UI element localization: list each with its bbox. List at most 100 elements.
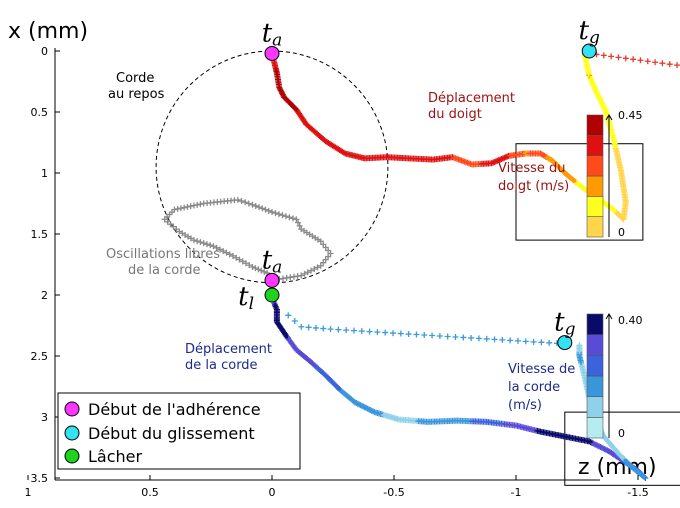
oscillation-mark-15-5 [226, 251, 233, 258]
event-ta-finger-marker [264, 45, 280, 61]
oscillation-mark-10-7 [177, 205, 184, 212]
event-ta-finger-label: ta [262, 18, 283, 50]
y-axis-title: x (mm) [8, 19, 88, 44]
event-tg-string-marker [557, 335, 573, 351]
finger-release-mark-0-3 [608, 53, 615, 60]
oscillation-mark-16-3 [239, 258, 246, 265]
string-release-mark-0-3 [538, 339, 545, 346]
series-free-oscillations [161, 196, 334, 284]
oscillation-mark-6-0 [293, 216, 300, 223]
series-finger-release [586, 50, 680, 69]
string-release-mark-1-4 [491, 336, 498, 343]
oscillation-mark-15-3 [220, 248, 227, 255]
string-release-mark-4-3 [382, 329, 389, 336]
oscillation-mark-2-3 [325, 253, 332, 260]
string-release-mark-2-4 [452, 333, 459, 340]
string-release-mark-2-3 [460, 334, 467, 341]
string-colorbar-title-line3: (m/s) [508, 398, 542, 413]
string-colorbar-swatch-3 [586, 355, 604, 377]
string-release-mark-7-0 [298, 323, 305, 330]
finger-colorbar-min: 0 [618, 226, 625, 239]
oscillation-mark-10-0 [200, 200, 207, 207]
colorbars [586, 114, 613, 439]
event-tl-string-label: tl [238, 282, 254, 314]
finger-label-line1: Déplacement [428, 91, 515, 106]
oscillation-mark-3-2 [322, 244, 329, 251]
oscillation-mark-6-5 [275, 211, 282, 218]
oscillation-mark-16-2 [236, 256, 243, 263]
legend-adhesion-swatch [64, 401, 80, 417]
finger-colorbar-scale-arrowhead [605, 114, 613, 121]
oscillation-mark-7-4 [255, 204, 262, 211]
finger-colorbar-title-line1: Vitesse du [498, 161, 565, 176]
oscillation-mark-6-2 [286, 214, 293, 221]
string-colorbar-max: 0.40 [618, 314, 643, 327]
y-ticks: 0 0.5 1 1.5 2 2.5 3 3.5 [31, 45, 60, 485]
string-release-mark-6-3 [305, 324, 312, 331]
oscillation-mark-5-1 [296, 222, 303, 229]
oscillation-label-line1: Oscillations libres [106, 247, 220, 262]
legend-box [57, 392, 301, 470]
oscillation-mark-10-2 [194, 201, 201, 208]
string-release-mark-3-3 [421, 332, 428, 339]
string-release-mark-2-0 [483, 335, 490, 342]
oscillation-mark-10-3 [190, 202, 197, 209]
circle-label-line1: Corde [116, 71, 154, 86]
string-release-mark-4-2 [390, 330, 397, 337]
oscillation-mark-17-4 [261, 268, 268, 275]
string-release-mark-0-4 [530, 338, 537, 345]
oscillation-mark-2-2 [322, 256, 329, 263]
oscillation-mark-1-3 [308, 267, 315, 274]
oscillation-mark-10-4 [187, 203, 194, 210]
string-release-mark-3-4 [413, 331, 420, 338]
legend-adhesion-label: Début de l'adhérence [88, 400, 261, 419]
oscillation-mark-17-1 [252, 265, 259, 272]
x-tick-label-1: 1 [25, 486, 32, 499]
oscillation-mark-7-2 [262, 206, 269, 213]
legend-sliding-label: Début du glissement [88, 424, 255, 443]
oscillation-mark-7-1 [265, 207, 272, 214]
string-release-mark-3-1 [436, 332, 443, 339]
oscillation-mark-7-0 [269, 209, 275, 216]
series-string-release [285, 312, 568, 347]
y-tick-label-5: 2.5 [31, 350, 49, 363]
finger-release-mark-2-1 [666, 61, 673, 68]
oscillation-mark-16-0 [229, 252, 236, 259]
finger-release-mark-1-4 [652, 59, 659, 66]
oscillation-mark-3-1 [325, 247, 332, 254]
x-tick-label-4: -0.5 [383, 486, 404, 499]
oscillation-mark-8-2 [242, 199, 249, 206]
oscillation-mark-6-3 [282, 213, 289, 220]
string-release-mark-1-1 [514, 337, 521, 344]
legend-release-label: Lâcher [88, 447, 143, 466]
string-colorbar-swatch-2 [586, 375, 604, 397]
event-tg-finger-label: tg [579, 16, 600, 48]
string-release-mark-4-1 [397, 330, 404, 337]
string-colorbar-scale-arrowhead [605, 313, 613, 320]
oscillation-mark-3-3 [320, 241, 327, 248]
oscillation-mark-14-2 [197, 239, 204, 246]
y-tick-label-0: 0 [41, 45, 48, 58]
event-tg-finger-marker [581, 43, 597, 59]
string-release-mark-6-2 [312, 324, 319, 331]
string-release-mark-1-0 [522, 338, 529, 345]
oscillation-mark-6-1 [289, 215, 296, 222]
string-release-mark-5-0 [366, 328, 373, 335]
finger-release-mark-0-2 [600, 52, 607, 59]
oscillation-mark-10-5 [184, 203, 191, 210]
oscillation-mark-17-2 [255, 266, 262, 273]
string-release-mark-2-2 [468, 334, 475, 341]
oscillation-mark-8-1 [245, 200, 252, 207]
string-release-mark-1-2 [507, 337, 514, 344]
oscillation-mark-10-8 [174, 205, 181, 212]
string-release-mark-7-1 [291, 318, 298, 325]
event-ta-string-marker [264, 272, 280, 288]
zoom-box-1 [564, 411, 680, 486]
finger-colorbar-swatch-0 [586, 216, 604, 238]
event-tg-string-label: tg [554, 308, 575, 340]
oscillation-mark-15-4 [223, 249, 230, 256]
oscillation-mark-1-4 [311, 265, 318, 272]
string-release-mark-4-0 [405, 331, 412, 338]
string-colorbar-title-line1: Vitesse de [508, 362, 575, 377]
